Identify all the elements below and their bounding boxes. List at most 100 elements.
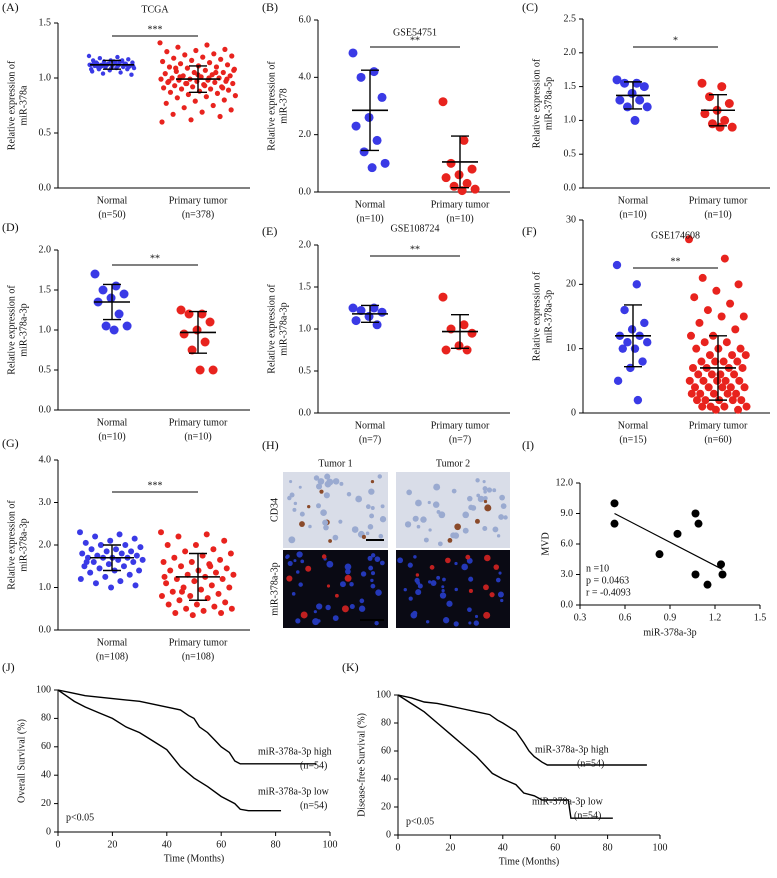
data-point (175, 533, 182, 540)
panel-letter: (A) (2, 0, 19, 14)
data-point (462, 178, 472, 188)
data-point (192, 98, 198, 104)
data-point (728, 396, 737, 405)
cell (414, 577, 420, 583)
data-point (728, 351, 737, 360)
data-point (167, 89, 174, 95)
y-tick-label: 0.5 (39, 127, 52, 138)
cell (404, 521, 412, 528)
y-tick-label: 0.5 (299, 365, 312, 376)
data-point (218, 56, 224, 62)
y-tick-label: 0.5 (39, 364, 52, 375)
cell (349, 581, 354, 587)
data-point (166, 64, 173, 70)
panel-letter: (H) (262, 438, 279, 452)
data-point (222, 46, 228, 53)
data-point (214, 90, 221, 96)
data-point (734, 280, 743, 289)
data-point (202, 67, 208, 73)
data-point (176, 597, 183, 604)
annotation: p<0.05 (406, 816, 434, 827)
cell (351, 526, 359, 533)
data-point (224, 76, 230, 82)
y-tick-label: 1.5 (564, 81, 577, 92)
cell (451, 488, 457, 494)
y-axis-label: Relative expression of (6, 500, 17, 590)
data-point (223, 565, 230, 572)
cell (495, 577, 501, 583)
data-point (230, 80, 236, 87)
y-tick-label: 30 (566, 214, 576, 225)
data-point (166, 78, 172, 84)
significance: * (673, 35, 678, 46)
data-point (132, 582, 139, 589)
data-point (203, 94, 209, 100)
data-point (720, 402, 729, 411)
y-tick-label: 0.0 (39, 182, 52, 193)
cell (323, 524, 329, 531)
cell (367, 524, 374, 530)
data-point (109, 325, 119, 335)
data-point (83, 559, 90, 565)
cell (438, 511, 446, 519)
data-point (203, 531, 210, 538)
cell (340, 581, 346, 588)
data-point (638, 357, 647, 366)
x-tick-label: 60 (550, 842, 560, 853)
y-tick-label: 1.0 (299, 323, 312, 334)
panel-letter: (J) (2, 660, 15, 674)
cell (412, 516, 419, 522)
cell (500, 503, 507, 509)
data-point (723, 389, 732, 398)
cell (415, 499, 422, 507)
cell (289, 492, 295, 498)
data-point (187, 345, 197, 355)
cell (298, 582, 303, 587)
legend-label: miR-378a-3p high (535, 744, 609, 755)
y-tick-label: 10 (566, 343, 576, 354)
data-point (197, 309, 207, 319)
data-point (718, 383, 727, 392)
row-label: miR-378a-3p (269, 562, 280, 615)
data-point (627, 325, 637, 334)
cell (308, 524, 312, 529)
panel-letter: (C) (522, 0, 538, 14)
data-point (692, 396, 701, 405)
data-point (449, 181, 459, 191)
data-point (721, 376, 730, 385)
data-point (694, 519, 703, 528)
y-axis-label: miR-378a (18, 85, 29, 126)
data-point (687, 389, 696, 398)
data-point (369, 67, 379, 77)
data-point (700, 338, 709, 347)
data-point (169, 588, 176, 595)
data-point (730, 370, 739, 379)
data-point (705, 92, 715, 102)
cell (360, 571, 367, 577)
cell (500, 598, 504, 603)
cell (375, 589, 382, 596)
y-tick-label: 0.5 (564, 148, 577, 159)
cell (361, 534, 366, 539)
y-axis-label: Disease-free Survival (%) (356, 713, 367, 817)
cell (453, 621, 459, 627)
panel-letter: (B) (262, 0, 278, 14)
x-tick-label: 0 (56, 839, 61, 850)
cell (420, 516, 427, 523)
cell (341, 605, 349, 613)
cell (292, 507, 297, 512)
cell (442, 577, 446, 582)
y-tick-label: 0 (386, 829, 391, 840)
cell (295, 618, 301, 624)
data-point (711, 357, 720, 366)
data-point (695, 318, 704, 327)
data-point (122, 321, 132, 331)
cell (468, 621, 472, 625)
panel-letter: (F) (522, 224, 537, 238)
cell (349, 604, 355, 610)
cell (416, 524, 421, 529)
cell (492, 526, 499, 533)
y-tick-label: 0.0 (39, 624, 52, 635)
cell (486, 487, 493, 493)
annotation: n =10 (586, 563, 609, 574)
